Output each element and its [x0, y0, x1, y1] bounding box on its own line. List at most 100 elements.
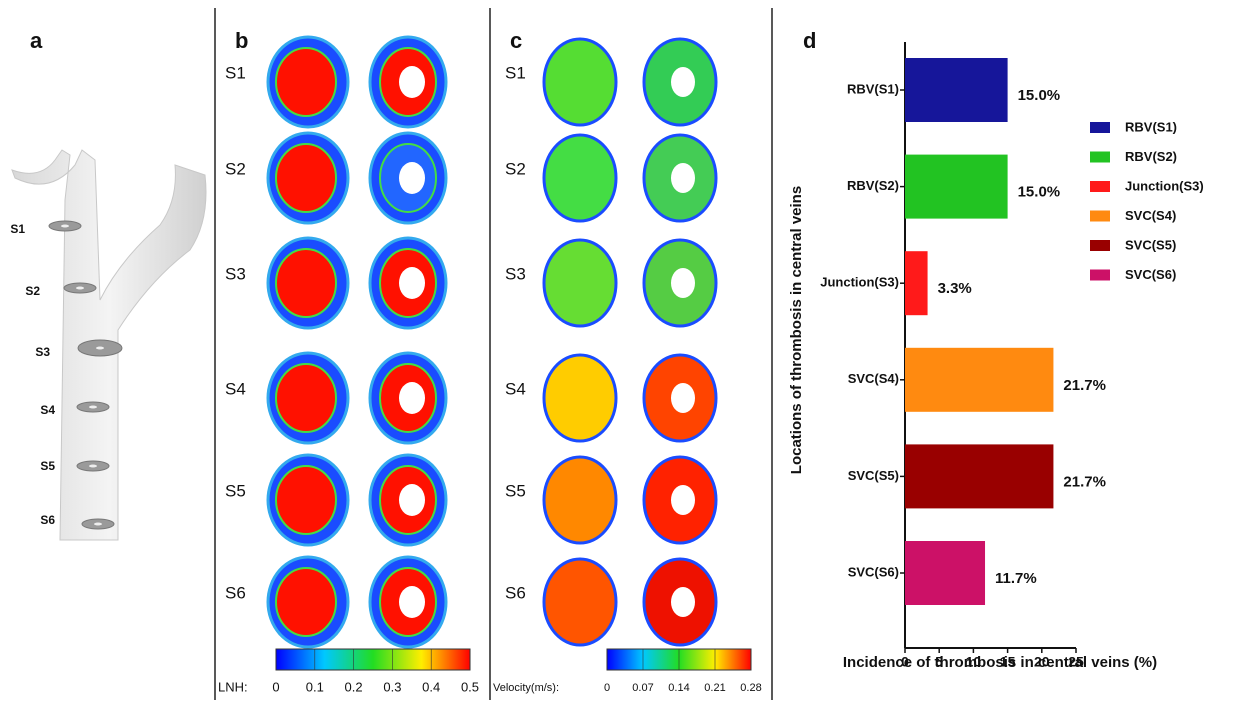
y-tick-label: SVC(S5): [848, 468, 899, 483]
legend-label: SVC(S4): [1125, 208, 1176, 223]
section-label: S2: [225, 159, 246, 178]
contour-hole: [671, 485, 695, 515]
legend-swatch: [1090, 269, 1110, 281]
panel-label: a: [30, 28, 43, 53]
legend-label: RBV(S2): [1125, 149, 1177, 164]
value-label: 21.7%: [1063, 473, 1106, 490]
section-label: S5: [40, 459, 55, 473]
bar: [905, 154, 1008, 219]
bar: [905, 444, 1054, 509]
colorbar-label: Velocity(m/s):: [493, 682, 559, 694]
section-label: S3: [505, 264, 526, 283]
contour-hole: [399, 66, 425, 98]
colorbar-tick-label: 0.07: [632, 682, 653, 694]
section-hole: [89, 405, 97, 409]
section-label: S6: [40, 513, 55, 527]
section-hole: [61, 224, 69, 228]
contour-core: [275, 567, 337, 637]
bar: [905, 541, 986, 605]
section-label: S2: [25, 284, 40, 298]
contour-hole: [399, 162, 425, 194]
value-label: 21.7%: [1063, 377, 1106, 394]
y-tick-label: SVC(S6): [848, 564, 899, 579]
bar: [905, 347, 1054, 412]
contour-hole: [399, 484, 425, 516]
panel-label: d: [803, 28, 816, 53]
colorbar-tick-label: 0.3: [383, 679, 401, 694]
contour: [542, 353, 618, 443]
section-label: S4: [225, 379, 246, 398]
contour: [542, 455, 618, 545]
panel-label: c: [510, 28, 522, 53]
contour-core: [275, 465, 337, 535]
contour-core: [275, 248, 337, 318]
contour-hole: [399, 382, 425, 414]
x-axis-label: Incidence of thrombosis in central veins…: [843, 654, 1157, 671]
section-label: S1: [10, 222, 25, 236]
section-label: S5: [225, 481, 246, 500]
section-label: S6: [505, 583, 526, 602]
y-tick-label: SVC(S4): [848, 371, 899, 386]
section-hole: [89, 464, 97, 468]
colorbar-tick-label: 0.21: [704, 682, 725, 694]
bar: [905, 251, 928, 316]
colorbar-tick-label: 0.5: [461, 679, 479, 694]
contour-hole: [671, 163, 695, 193]
contour-hole: [399, 267, 425, 299]
colorbar-tick-label: 0.14: [668, 682, 689, 694]
contour: [542, 37, 618, 127]
contour: [542, 557, 618, 647]
colorbar-tick-label: 0.4: [422, 679, 440, 694]
x-tick-label: 15: [1000, 654, 1016, 670]
colorbar-tick-label: 0: [272, 679, 279, 694]
contour: [542, 238, 618, 328]
section-label: S4: [40, 403, 55, 417]
contour-core: [275, 143, 337, 213]
contour-core: [275, 47, 337, 117]
section-label: S6: [225, 583, 246, 602]
section-hole: [76, 286, 84, 290]
colorbar: [275, 648, 471, 671]
section-label: S5: [505, 481, 526, 500]
legend-label: RBV(S1): [1125, 119, 1177, 134]
section-label: S3: [35, 345, 50, 359]
section-label: S3: [225, 264, 246, 283]
contour-hole: [671, 268, 695, 298]
contour: [542, 133, 618, 223]
colorbar-tick-label: 0.2: [345, 679, 363, 694]
colorbar-label: LNH:: [218, 679, 248, 694]
section-hole: [96, 346, 104, 350]
contour-hole: [671, 67, 695, 97]
legend-swatch: [1090, 122, 1110, 133]
contour-core: [275, 363, 337, 433]
y-tick-label: RBV(S1): [847, 81, 899, 96]
section-label: S2: [505, 159, 526, 178]
x-tick-label: 0: [901, 654, 909, 670]
legend-label: SVC(S6): [1125, 267, 1176, 282]
legend-swatch: [1090, 240, 1110, 251]
section-hole: [94, 522, 102, 526]
contour-hole: [399, 586, 425, 618]
legend-swatch: [1090, 151, 1110, 163]
y-tick-label: RBV(S2): [847, 178, 899, 193]
value-label: 11.7%: [995, 570, 1037, 587]
legend-swatch: [1090, 210, 1110, 222]
x-tick-label: 5: [935, 654, 943, 670]
colorbar-tick-label: 0.1: [306, 679, 324, 694]
colorbar-tick-label: 0.28: [740, 682, 761, 694]
value-label: 15.0%: [1018, 87, 1061, 104]
contour-hole: [671, 587, 695, 617]
section-label: S1: [505, 63, 526, 82]
legend-swatch: [1090, 181, 1110, 192]
contour-hole: [671, 383, 695, 413]
colorbar-tick-label: 0: [604, 682, 610, 694]
value-label: 15.0%: [1018, 184, 1061, 201]
x-tick-label: 25: [1068, 654, 1084, 670]
section-label: S1: [225, 63, 246, 82]
panel-label: b: [235, 28, 248, 53]
y-axis-label: Locations of thrombosis in central veins: [788, 186, 805, 474]
y-tick-label: Junction(S3): [820, 275, 899, 290]
x-tick-label: 10: [966, 654, 982, 670]
value-label: 3.3%: [938, 280, 972, 297]
